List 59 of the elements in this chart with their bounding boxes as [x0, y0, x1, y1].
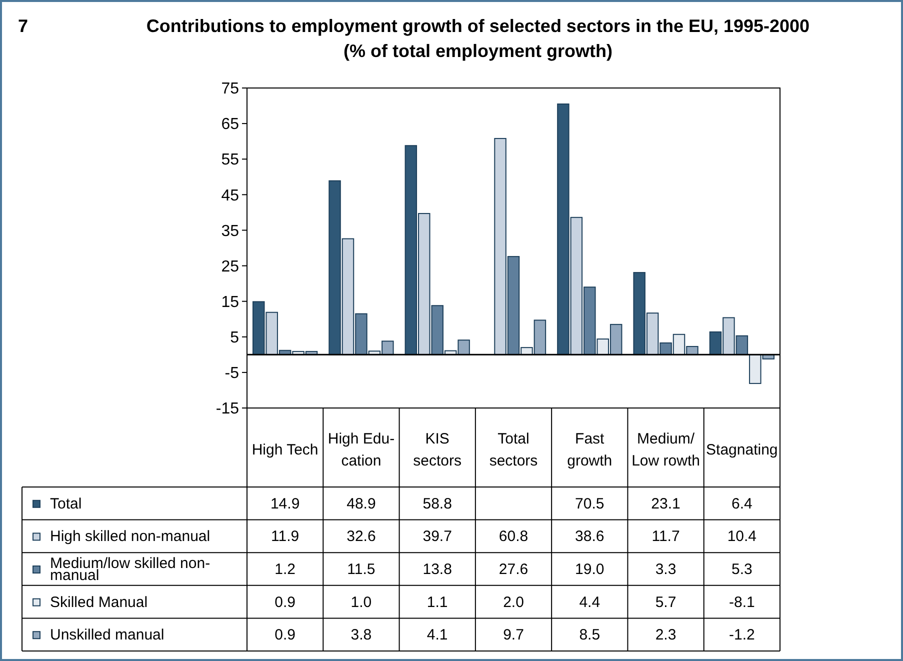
chart-title: Contributions to employment growth of selected sectors in the EU, 1995-2000 — [146, 16, 810, 36]
data-label: 60.8 — [498, 528, 528, 546]
data-label: 32.6 — [346, 528, 376, 546]
y-tick-label: 55 — [221, 152, 240, 169]
data-label: -1.2 — [729, 626, 755, 644]
x-tick-label: Total sectors — [489, 430, 538, 470]
x-tick-label: Fast growth — [567, 430, 612, 470]
chart-subtitle: (% of total employment growth) — [344, 41, 612, 61]
data-label: 5.3 — [732, 561, 752, 578]
text: 7 — [18, 16, 28, 36]
data-label: 11.7 — [652, 528, 680, 546]
data-label: 1.2 — [274, 561, 296, 578]
y-tick-label: 75 — [221, 80, 240, 98]
data-label: 27.6 — [498, 561, 528, 578]
x-tick-label: KIS sectors — [413, 430, 462, 470]
data-label: 13.8 — [422, 561, 452, 578]
data-label: 2.0 — [503, 594, 524, 611]
data-label: 5.7 — [655, 594, 676, 611]
y-tick-label: 5 — [230, 329, 240, 346]
data-label: 1.0 — [350, 594, 372, 611]
data-label: 1.1 — [426, 594, 448, 611]
data-label: 38.6 — [575, 528, 604, 546]
y-tick-label: 45 — [221, 187, 240, 204]
data-label: 58.8 — [422, 495, 452, 512]
data-label: 0.9 — [274, 594, 296, 611]
data-label: 48.9 — [346, 495, 376, 512]
x-tick-label: Medium/ Low rowth — [632, 430, 700, 470]
legend-label: High skilled non-manual — [50, 528, 210, 546]
y-tick-label: 35 — [221, 222, 240, 240]
data-label: 8.5 — [579, 626, 600, 644]
y-tick-label: -15 — [216, 400, 240, 418]
data-label: 4.1 — [426, 626, 448, 644]
legend-label: Skilled Manual — [50, 594, 148, 611]
y-tick-label: 65 — [221, 116, 240, 134]
legend-label: Unskilled manual — [50, 626, 164, 644]
data-label: 11.9 — [271, 528, 300, 546]
data-label: 3.3 — [655, 561, 676, 578]
data-label: -8.1 — [729, 594, 755, 611]
data-label: 10.4 — [727, 528, 757, 546]
legend-label: Medium/low skilled non-manual — [50, 555, 210, 584]
data-label: 39.7 — [422, 528, 452, 546]
data-label: 9.7 — [503, 626, 524, 644]
data-label: 14.9 — [270, 495, 300, 512]
x-tick-label: High Edu-cation — [328, 430, 395, 470]
data-label: 70.5 — [575, 495, 604, 512]
data-label: 11.5 — [347, 561, 376, 578]
y-tick-label: 25 — [221, 258, 240, 276]
data-label: 23.1 — [651, 495, 680, 512]
data-label: 2.3 — [655, 626, 676, 644]
x-tick-label: Stagnating — [706, 442, 778, 458]
y-tick-label: 15 — [221, 294, 240, 311]
data-label: 19.0 — [575, 561, 604, 578]
x-tick-label: High Tech — [252, 442, 318, 458]
data-label: 0.9 — [274, 626, 296, 644]
legend-label: Total — [50, 495, 82, 512]
data-label: 3.8 — [350, 626, 372, 644]
data-label: 6.4 — [732, 495, 752, 512]
data-label: 4.4 — [579, 594, 600, 611]
y-tick-label: -5 — [224, 365, 240, 382]
